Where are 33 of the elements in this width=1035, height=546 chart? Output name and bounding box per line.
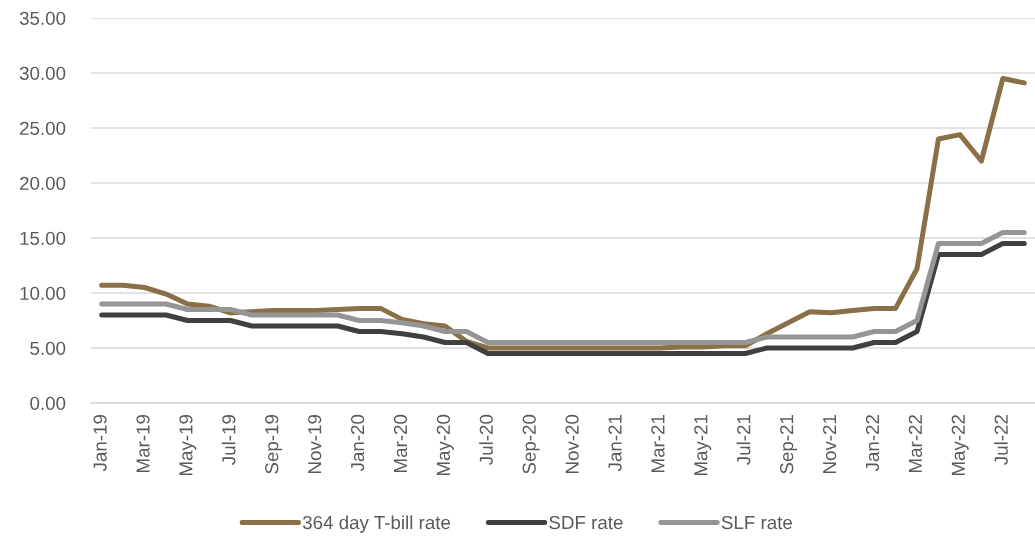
y-tick-label: 0.00 xyxy=(30,396,66,410)
x-tick-label: Sep-19 xyxy=(265,415,283,474)
x-tick-label: May-19 xyxy=(179,415,197,476)
x-tick-label: Nov-20 xyxy=(565,414,579,474)
x-tick-label: Jul-20 xyxy=(479,414,493,465)
y-tick-label: 35.00 xyxy=(19,11,66,25)
y-tick-label: 10.00 xyxy=(20,286,66,300)
x-tick-label: Jan-21 xyxy=(608,415,622,472)
x-tick-label: Mar-22 xyxy=(908,415,923,472)
x-tick-label: Sep-21 xyxy=(780,415,798,474)
y-tick-label: 15.00 xyxy=(20,231,66,245)
x-tick-label: Jan-20 xyxy=(350,414,365,472)
x-tick-label: Mar-21 xyxy=(651,415,665,472)
x-tick-label: Sep-20 xyxy=(522,414,540,474)
y-tick-label: 30.00 xyxy=(19,66,66,80)
x-tick-label: Jul-22 xyxy=(994,415,1008,465)
x-tick-label: Nov-21 xyxy=(822,415,837,474)
x-tick-label: Jul-21 xyxy=(736,415,751,465)
legend-label: SDF rate xyxy=(549,515,623,530)
x-tick-label: May-22 xyxy=(951,415,969,476)
x-tick-label: May-21 xyxy=(694,415,712,476)
y-tick-label: 5.00 xyxy=(30,341,66,355)
legend-label: SLF rate xyxy=(721,515,792,530)
x-tick-label: Jul-19 xyxy=(221,415,236,465)
y-tick-label: 20.00 xyxy=(20,176,66,190)
x-tick-label: Mar-20 xyxy=(393,414,408,472)
x-tick-label: Jan-22 xyxy=(865,415,880,472)
legend-label: 364 day T-bill rate xyxy=(302,515,451,533)
x-tick-label: Mar-19 xyxy=(136,414,150,472)
x-tick-label: Nov-19 xyxy=(308,415,322,474)
x-tick-label: May-20 xyxy=(436,414,454,476)
y-tick-label: 25.00 xyxy=(20,121,66,135)
x-tick-label: Jan-19 xyxy=(93,414,107,472)
